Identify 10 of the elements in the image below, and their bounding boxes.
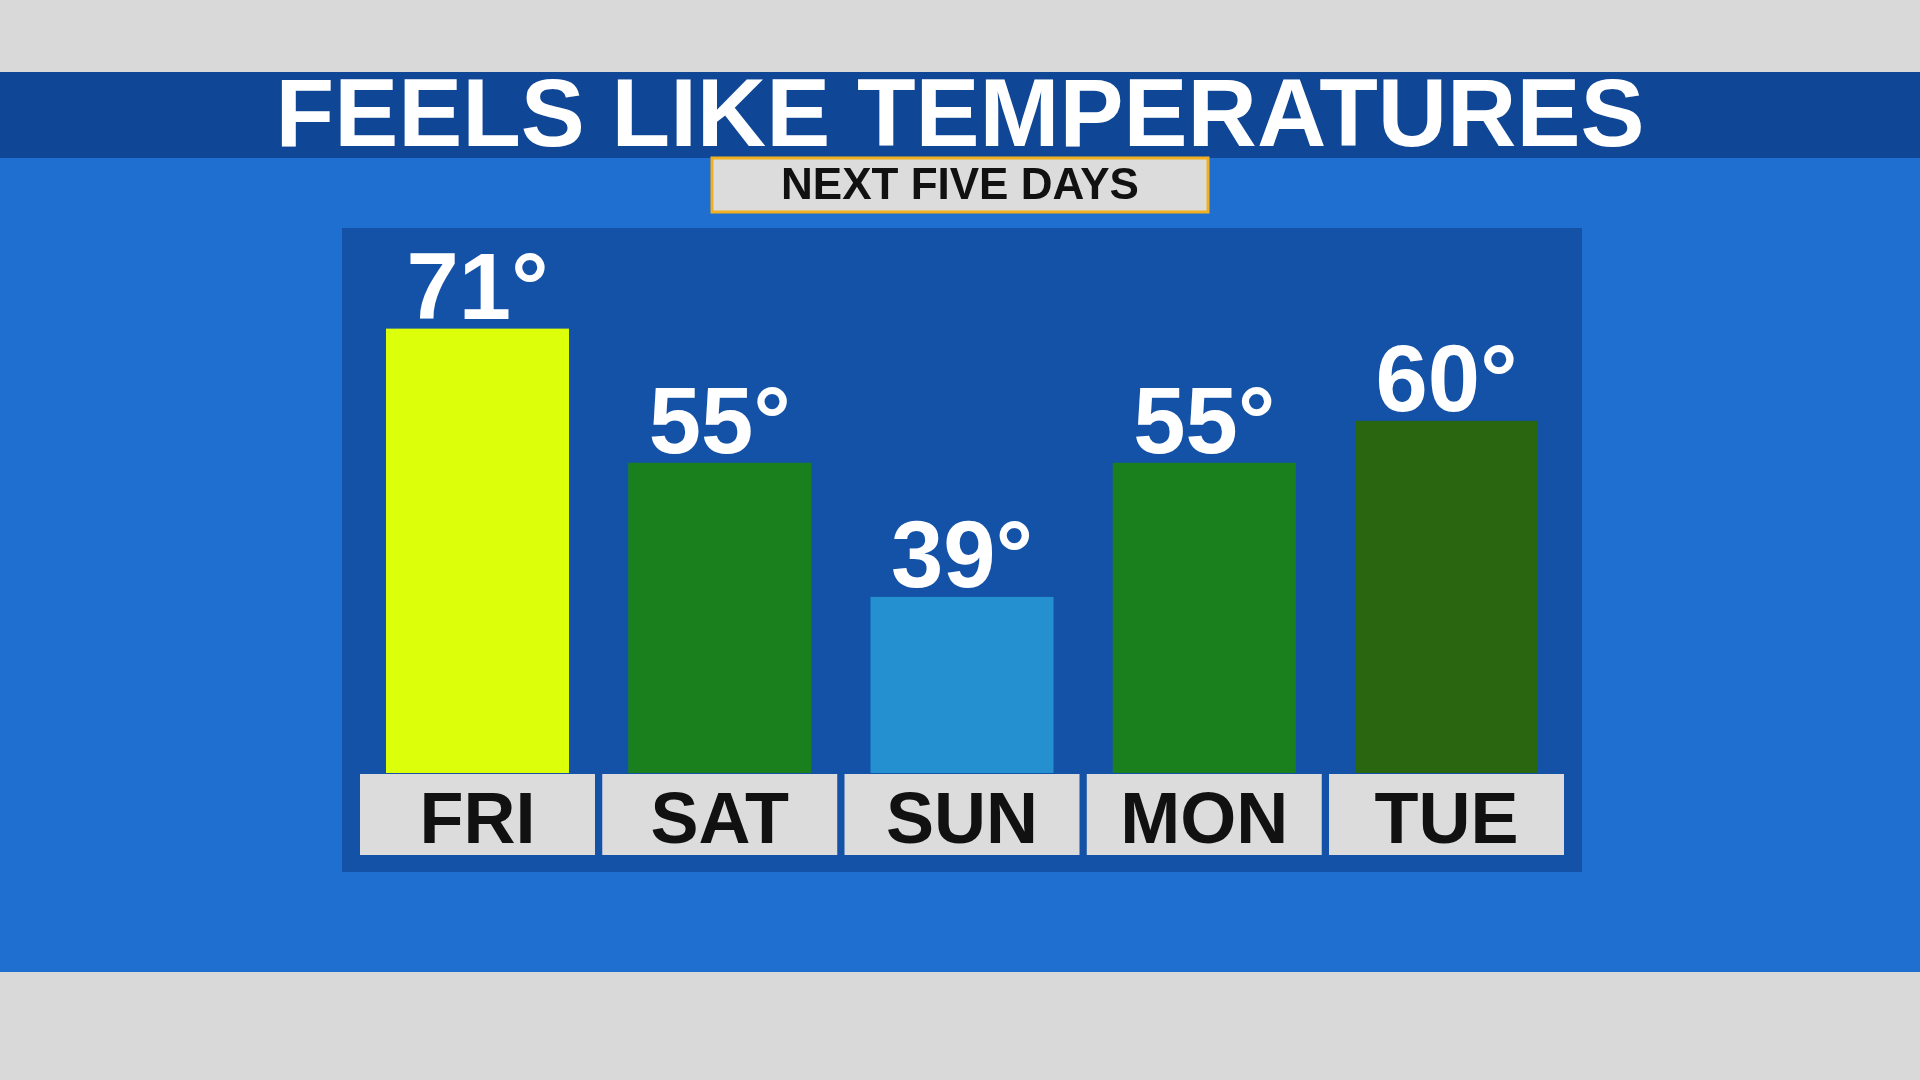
data-label: 60° [1375,325,1518,431]
x-tick-label: TUE [1374,778,1519,858]
data-label: 39° [890,501,1034,607]
data-label: 71° [406,233,549,339]
x-tick-label: FRI [419,778,536,858]
data-label: 55° [648,367,791,473]
data-label: 55° [1133,367,1276,473]
x-tick-label: MON [1120,778,1289,858]
x-tick-label: SUN [885,778,1039,858]
x-tick-label: SAT [650,778,790,858]
